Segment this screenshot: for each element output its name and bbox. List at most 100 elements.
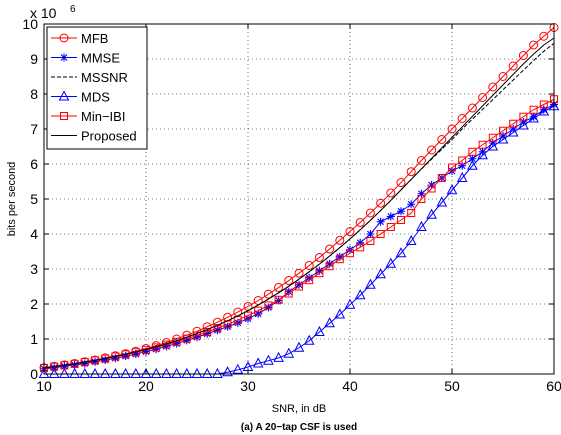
- data-point: [69, 367, 80, 378]
- data-point: [426, 208, 437, 219]
- data-point: [417, 195, 426, 203]
- data-point: [468, 154, 477, 163]
- data-point: [385, 257, 397, 268]
- data-point: [70, 360, 79, 369]
- data-point: [397, 216, 405, 224]
- data-point: [111, 354, 120, 363]
- data-point: [488, 139, 497, 147]
- data-point: [437, 135, 447, 144]
- data-point: [456, 171, 468, 182]
- data-point: [356, 238, 365, 247]
- data-point: [407, 200, 416, 209]
- x-tick-label: 60: [546, 378, 561, 394]
- data-point: [263, 354, 274, 365]
- y-tick-label: 6: [30, 156, 38, 172]
- x-tick-label: 20: [138, 378, 154, 394]
- y-tick-label: 7: [30, 121, 38, 137]
- legend-label: Min−IBI: [81, 109, 125, 124]
- data-point: [120, 367, 131, 378]
- data-point: [101, 354, 110, 363]
- data-point: [222, 366, 233, 377]
- data-point: [59, 367, 70, 378]
- data-point: [110, 367, 121, 378]
- data-point: [38, 367, 50, 378]
- data-point: [529, 40, 539, 50]
- data-point: [365, 208, 375, 218]
- data-point: [356, 243, 365, 252]
- data-point: [538, 105, 550, 116]
- data-point: [304, 261, 314, 270]
- data-point: [293, 341, 305, 352]
- data-point: [273, 351, 284, 362]
- data-point: [181, 367, 193, 378]
- data-point: [386, 188, 396, 198]
- data-point: [539, 105, 548, 114]
- data-point: [140, 367, 152, 378]
- data-point: [539, 100, 548, 109]
- data-point: [284, 289, 293, 298]
- data-point: [142, 347, 150, 356]
- data-point: [101, 356, 110, 364]
- x-tick-label: 10: [36, 378, 52, 394]
- data-point: [335, 255, 344, 264]
- data-point: [416, 156, 426, 165]
- data-point: [162, 342, 171, 351]
- y-tick-label: 0: [30, 366, 38, 382]
- legend-label: MSSNR: [81, 70, 128, 85]
- data-point: [499, 126, 507, 135]
- data-point: [79, 367, 91, 378]
- data-point: [488, 133, 497, 142]
- data-point: [355, 217, 365, 227]
- data-point: [497, 133, 509, 144]
- data-point: [233, 316, 242, 325]
- data-point: [518, 51, 528, 60]
- data-point: [375, 268, 386, 279]
- data-point: [478, 93, 488, 102]
- data-point: [457, 114, 467, 123]
- data-point: [212, 317, 222, 327]
- data-point: [314, 325, 325, 336]
- data-point: [191, 367, 203, 378]
- data-point: [335, 252, 344, 261]
- data-point: [244, 311, 252, 320]
- data-point: [193, 333, 201, 342]
- data-point: [263, 289, 273, 299]
- data-point: [346, 249, 354, 258]
- data-point: [366, 237, 375, 245]
- legend-label: Proposed: [81, 129, 137, 144]
- data-point: [395, 247, 407, 258]
- data-point: [274, 296, 283, 305]
- data-point: [193, 331, 201, 340]
- data-point: [264, 301, 273, 310]
- data-point: [232, 363, 244, 374]
- data-point: [498, 72, 508, 81]
- x-tick-label: 40: [342, 378, 358, 394]
- data-point: [284, 276, 294, 286]
- data-point: [325, 259, 334, 268]
- data-point: [518, 119, 529, 130]
- data-point: [376, 230, 385, 238]
- data-point: [121, 350, 130, 359]
- data-point: [201, 367, 213, 378]
- data-point: [446, 184, 458, 195]
- data-point: [89, 367, 101, 378]
- series-5: [43, 37, 555, 369]
- data-point: [529, 112, 538, 121]
- data-point: [150, 367, 162, 378]
- data-point: [539, 31, 549, 41]
- series-layer: [38, 23, 560, 378]
- data-point: [488, 82, 498, 92]
- data-point: [467, 159, 478, 170]
- data-point: [213, 326, 222, 335]
- data-point: [254, 306, 263, 315]
- data-point: [203, 328, 212, 336]
- data-point: [436, 196, 448, 207]
- y-tick-label: 8: [30, 86, 38, 102]
- data-point: [99, 367, 111, 378]
- data-point: [405, 234, 417, 245]
- data-point: [458, 156, 467, 165]
- data-point: [111, 352, 120, 361]
- data-point: [264, 303, 273, 312]
- y-tick-label: 4: [30, 226, 38, 242]
- series-line: [43, 37, 555, 369]
